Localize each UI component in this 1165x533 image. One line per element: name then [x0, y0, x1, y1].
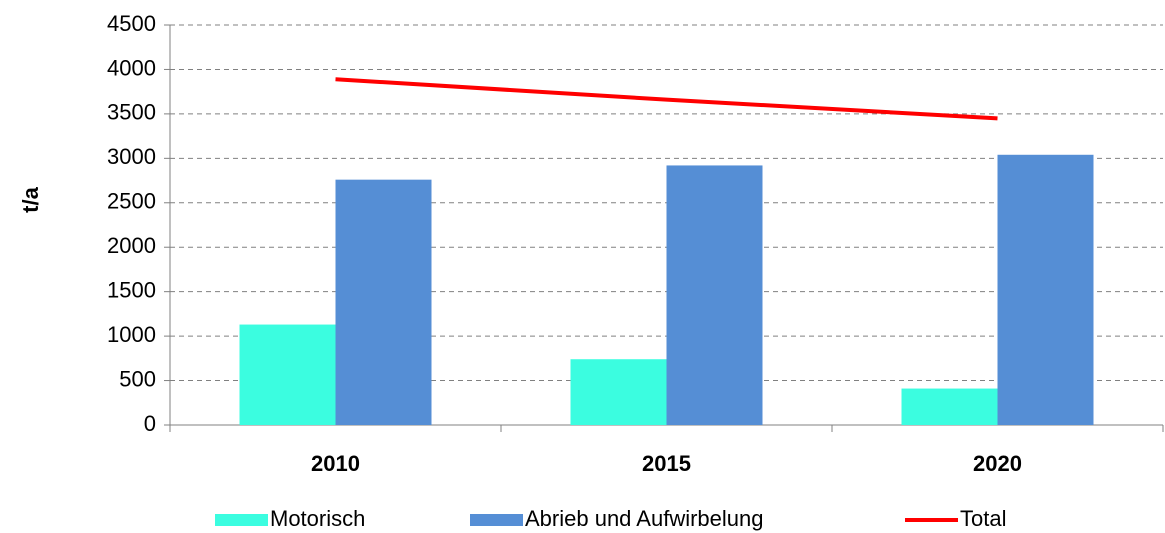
x-tick-label: 2015 — [642, 451, 691, 476]
y-tick-label: 2500 — [107, 189, 156, 214]
bar — [335, 179, 432, 425]
y-tick-label: 3500 — [107, 100, 156, 125]
bar — [570, 359, 667, 425]
total-line — [335, 77, 998, 121]
y-tick-label: 1500 — [107, 277, 156, 302]
legend-label: Total — [960, 506, 1006, 531]
legend-swatch — [470, 514, 523, 526]
legend-label: Abrieb und Aufwirbelung — [525, 506, 764, 531]
y-tick-label: 500 — [119, 366, 156, 391]
y-tick-label: 0 — [144, 411, 156, 436]
x-tick-label: 2020 — [973, 451, 1022, 476]
bar — [239, 324, 336, 425]
y-tick-label: 1000 — [107, 322, 156, 347]
y-axis-label: t/a — [18, 186, 43, 212]
y-tick-label: 4000 — [107, 55, 156, 80]
y-tick-label: 4500 — [107, 11, 156, 36]
bar — [666, 165, 763, 425]
bar — [901, 388, 998, 425]
y-tick-label: 2000 — [107, 233, 156, 258]
legend-swatch — [215, 514, 268, 526]
bar — [997, 154, 1094, 425]
legend-label: Motorisch — [270, 506, 365, 531]
y-tick-label: 3000 — [107, 144, 156, 169]
x-tick-label: 2010 — [311, 451, 360, 476]
